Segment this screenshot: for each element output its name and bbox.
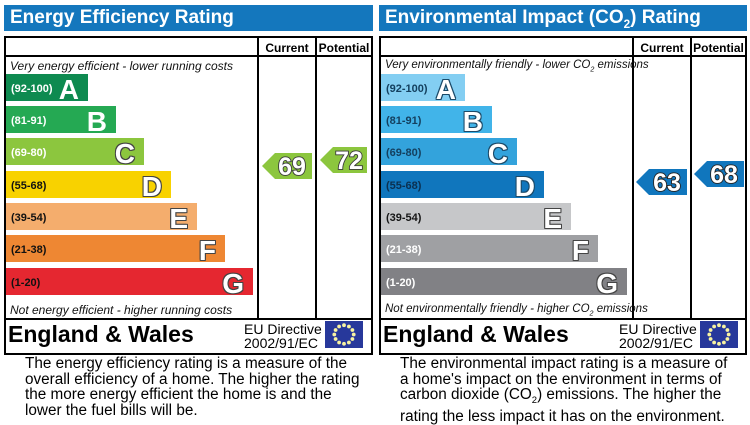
svg-text:68: 68 xyxy=(710,161,738,187)
svg-text:72: 72 xyxy=(335,147,363,173)
svg-text:63: 63 xyxy=(653,169,681,195)
svg-text:69: 69 xyxy=(278,153,306,179)
